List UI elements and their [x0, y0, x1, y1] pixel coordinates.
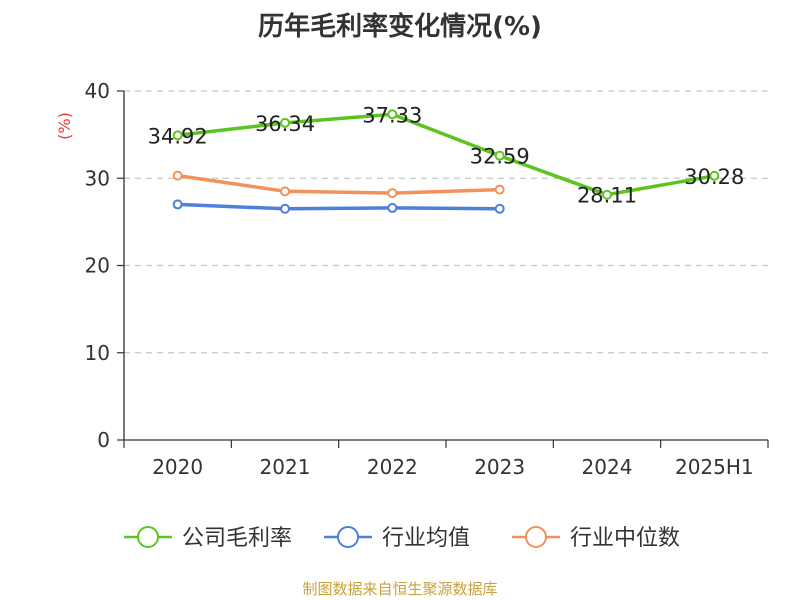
x-tick-label: 2023: [474, 455, 525, 479]
legend-item-2: 行业中位数: [512, 526, 680, 551]
legend-label: 行业均值: [382, 526, 470, 551]
data-point: [387, 109, 398, 120]
legend-label: 公司毛利率: [182, 526, 292, 551]
series-line-2: [177, 173, 500, 195]
x-tick-label: 2025H1: [675, 455, 754, 479]
data-labels: 34.92 36.34 37.33 32.59 28.11 30.28: [148, 103, 745, 207]
data-point: [494, 203, 505, 214]
legend-item-0: 公司毛利率: [124, 526, 292, 551]
data-point: [172, 170, 183, 181]
data-point: [280, 117, 290, 128]
series-line-1: [177, 202, 500, 211]
data-point: [387, 188, 398, 199]
y-axis-label: (%): [55, 112, 74, 140]
chart-title: 历年毛利率变化情况(%): [258, 12, 542, 42]
y-tick-label: 30: [85, 166, 110, 190]
legend: 公司毛利率 行业均值 行业中位数: [124, 526, 680, 551]
legend-marker: [137, 526, 159, 548]
data-point: [387, 202, 398, 213]
y-tick-label: 20: [85, 254, 110, 278]
data-label: 32.59: [470, 145, 530, 169]
x-tick-label: 2024: [582, 455, 633, 479]
x-tick-label: 2021: [260, 455, 311, 479]
y-tick-label: 10: [85, 341, 110, 365]
data-label: 30.28: [684, 165, 744, 189]
x-tick-label: 2020: [152, 455, 203, 479]
data-label: 36.34: [255, 112, 315, 136]
grid-lines: [124, 90, 768, 354]
data-point: [172, 130, 183, 141]
data-label: 28.11: [577, 184, 637, 208]
source-note: 制图数据来自恒生聚源数据库: [302, 580, 498, 598]
data-point: [280, 186, 290, 197]
axes: 0 10 20 30 40 (%) 2020 2021 2022 2023 2024 2025H1: [55, 79, 769, 479]
data-point: [494, 150, 505, 161]
x-tick-label: 2022: [367, 455, 418, 479]
data-point: [280, 203, 290, 214]
data-point: [494, 184, 505, 195]
data-point: [172, 199, 183, 210]
legend-marker: [525, 526, 547, 548]
legend-item-1: 行业均值: [324, 526, 470, 551]
legend-marker: [337, 526, 359, 548]
data-label: 34.92: [148, 124, 208, 148]
series-line-0: [177, 112, 715, 197]
y-tick-label: 0: [97, 428, 110, 452]
data-point: [709, 170, 720, 181]
series-layer: [172, 109, 720, 214]
y-tick-label: 40: [85, 79, 110, 103]
legend-label: 行业中位数: [570, 526, 680, 551]
data-label: 37.33: [362, 103, 422, 127]
data-point: [602, 189, 612, 200]
